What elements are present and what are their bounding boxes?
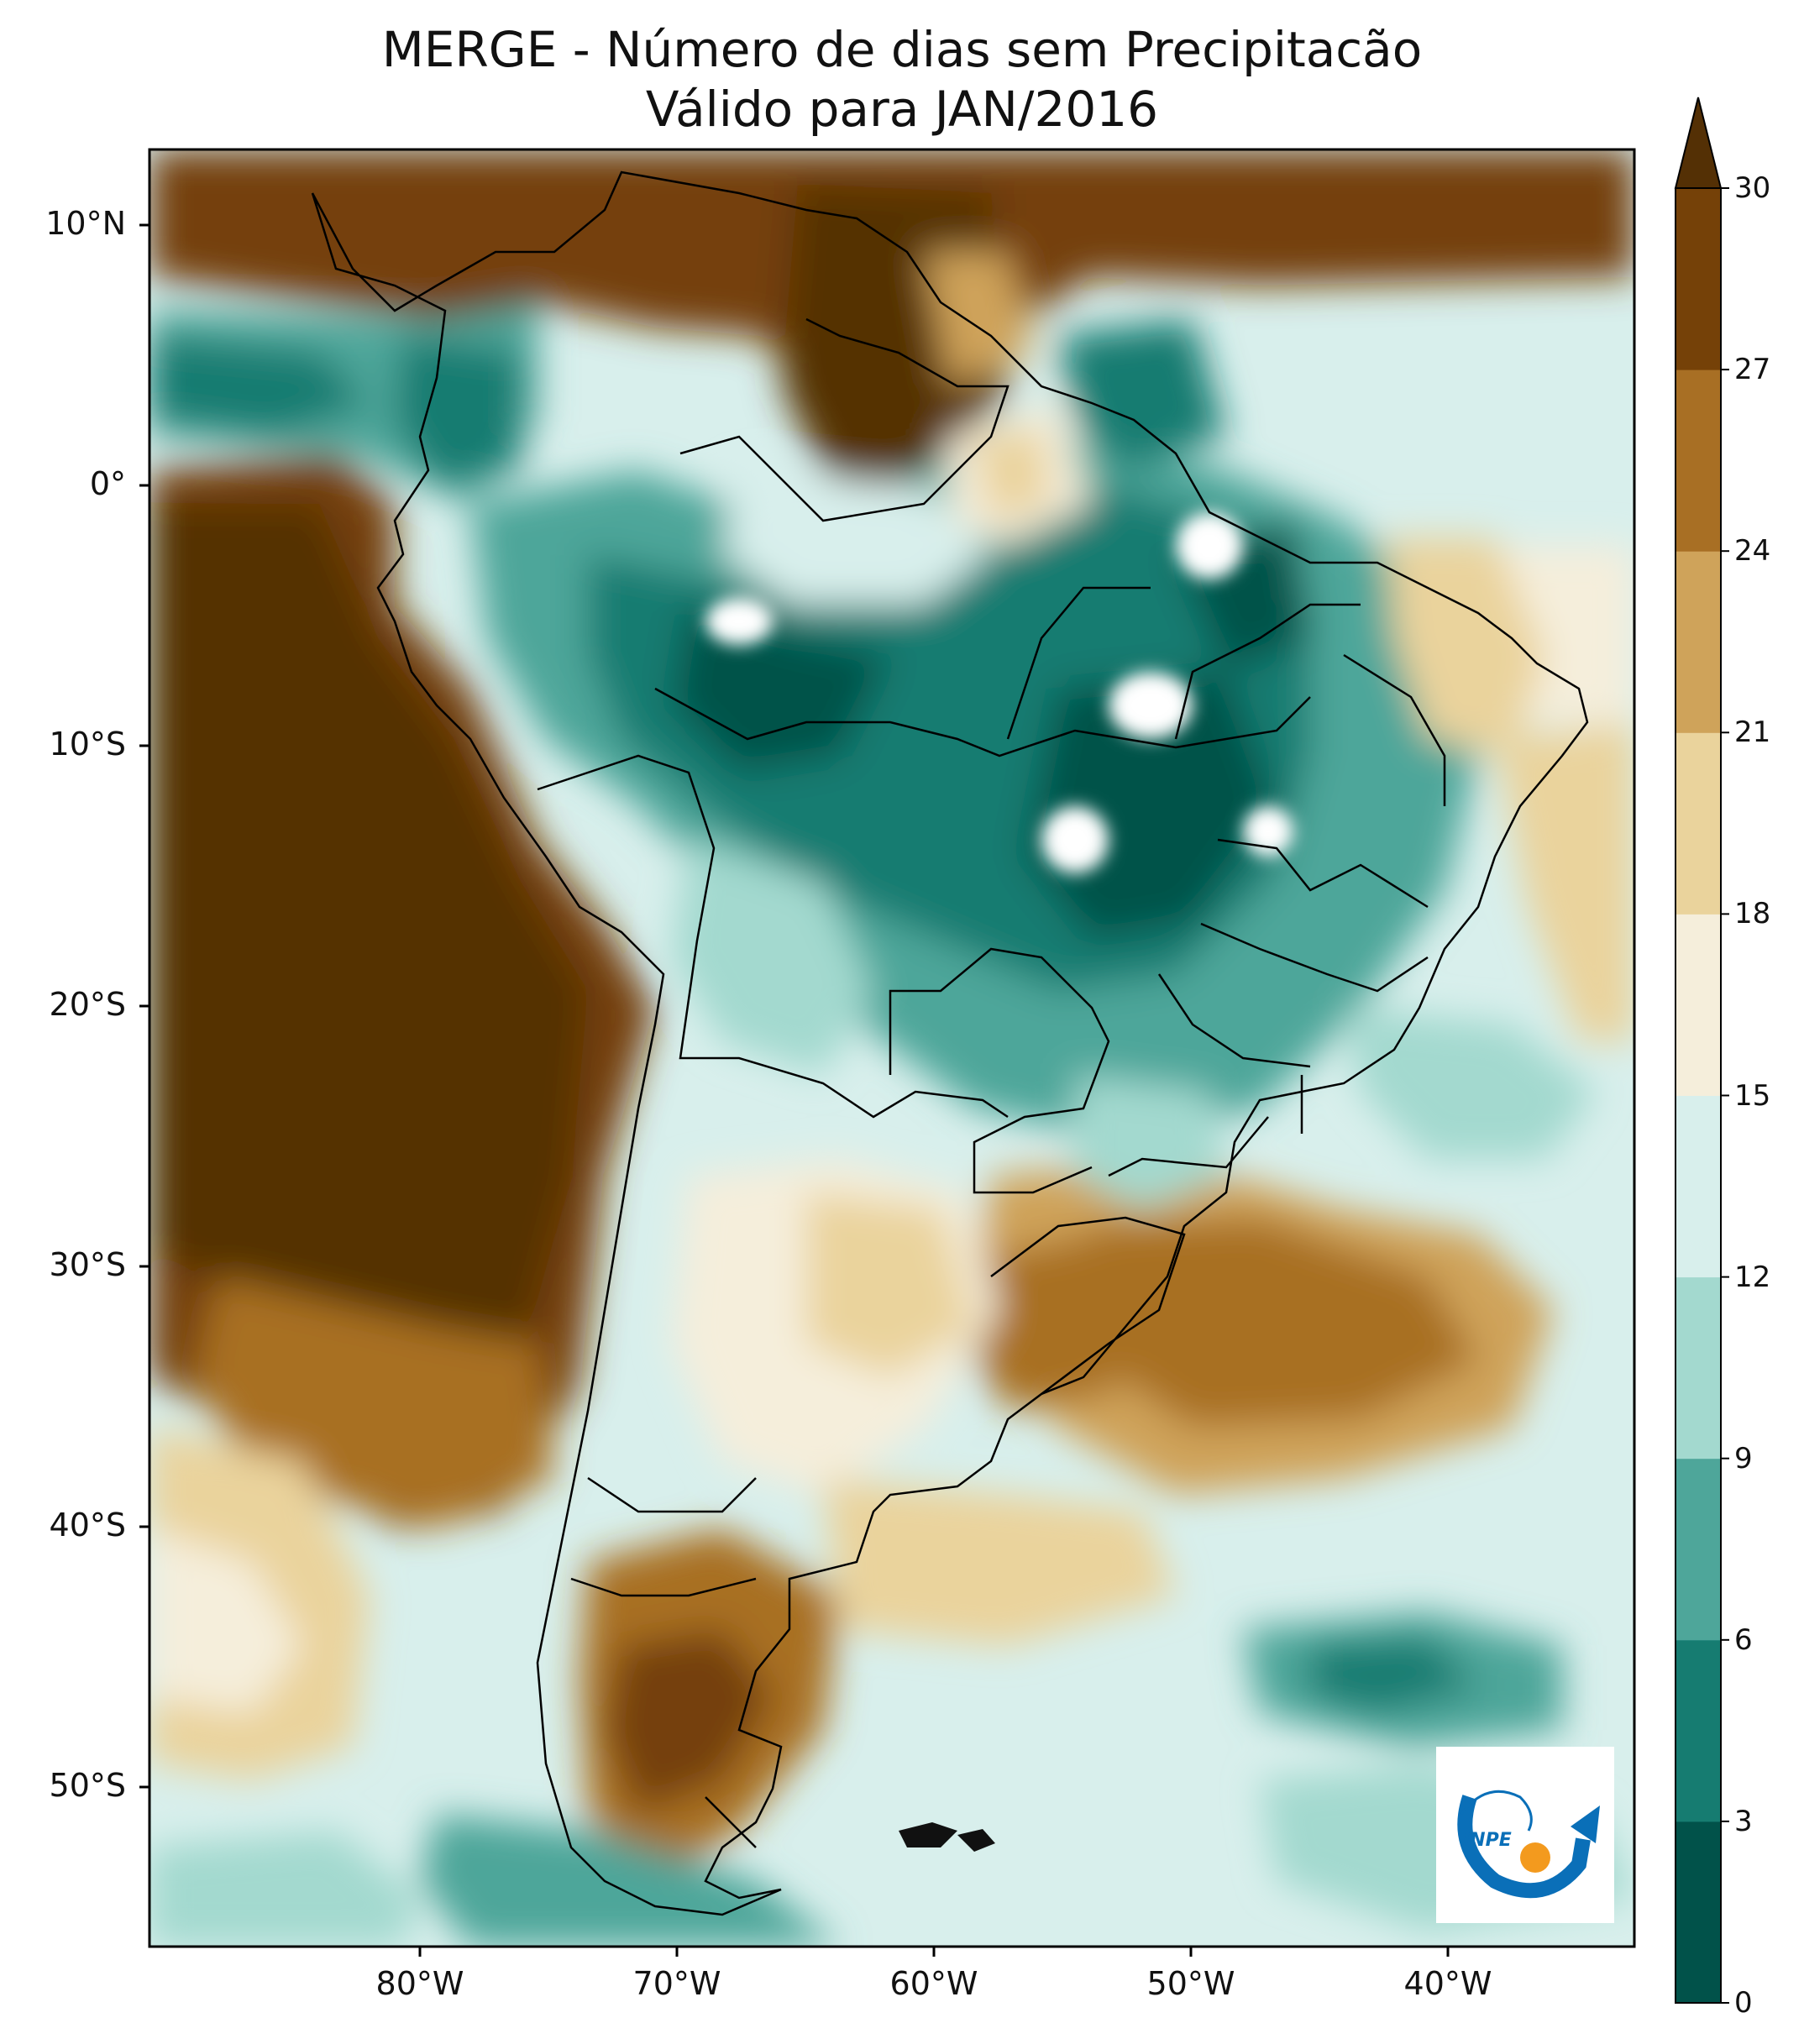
colorbar-extend-arrow [1674,97,1723,189]
colorbar-segment [1676,369,1721,552]
colorbar-tick-label: 30 [1734,171,1771,205]
colorbar-tick-label: 27 [1734,353,1771,387]
lat-label-50s: 50°S [49,1767,126,1804]
lat-label-10n: 10°N [45,205,126,242]
colorbar-segment [1676,914,1721,1096]
colorbar-tick-label: 6 [1734,1622,1753,1657]
inpe-logo: INPE [1436,1747,1614,1923]
lat-label-40s: 40°S [49,1507,126,1543]
lon-label-80w: 80°W [375,1965,464,2002]
falkland-islands [899,1822,995,1852]
lat-label-10s: 10°S [49,726,126,763]
colorbar-segment [1676,1458,1721,1641]
lat-label-20s: 20°S [49,986,126,1023]
map-frame [148,148,1636,1948]
lon-label-50w: 50°W [1146,1965,1235,2002]
colorbar [1674,97,1729,2004]
colorbar-segment [1676,188,1721,370]
country-borders [311,170,1589,1916]
colorbar-tick-label: 9 [1734,1441,1753,1475]
colorbar-tick-label: 21 [1734,715,1771,750]
lat-label-0: 0° [89,465,126,502]
colorbar-tick-label: 24 [1734,534,1771,569]
colorbar-segment [1676,551,1721,733]
lon-label-40w: 40°W [1403,1965,1492,2002]
colorbar-tick-label: 18 [1734,897,1771,931]
lon-tick-marks [418,1947,1450,1957]
colorbar-tick-label: 12 [1734,1260,1771,1294]
colorbar-segment [1676,1821,1721,2004]
svg-text:INPE: INPE [1463,1830,1512,1851]
colorbar-tick-label: 0 [1734,1986,1753,2020]
lon-label-60w: 60°W [889,1965,978,2002]
lat-label-30s: 30°S [49,1246,126,1283]
lat-tick-marks [139,223,149,1789]
map-title: MERGE - Número de dias sem Precipitacão [381,21,1423,78]
colorbar-segment [1676,1095,1721,1278]
no-data-patches [705,512,1293,873]
map-field [149,149,1634,1947]
colorbar-segment [1676,1639,1721,1822]
map-subtitle: Válido para JAN/2016 [645,81,1159,138]
lon-label-70w: 70°W [632,1965,721,2002]
inpe-logo-icon: INPE [1457,1790,1600,1899]
colorbar-segment [1676,732,1721,915]
colorbar-tick-label: 15 [1734,1078,1771,1113]
colorbar-segment [1676,1276,1721,1460]
colorbar-tick-label: 3 [1734,1804,1753,1838]
